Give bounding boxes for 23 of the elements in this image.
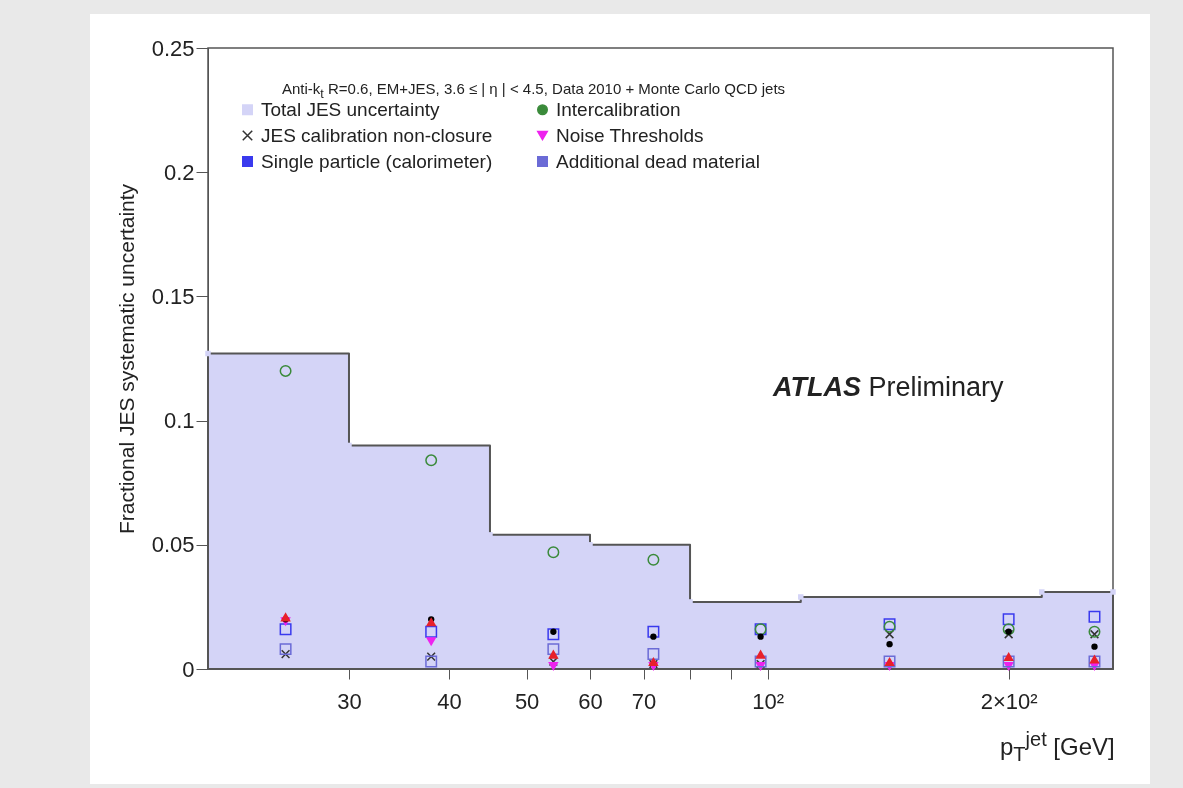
legend-label: Total JES uncertainty bbox=[261, 98, 440, 120]
y-tick-label: 0.05 bbox=[151, 532, 195, 558]
x-tick-label: 30 bbox=[337, 688, 362, 714]
x-tick-label: 50 bbox=[514, 688, 540, 714]
legend-label: Single particle (calorimeter) bbox=[261, 150, 493, 172]
y-tick-label: 0.25 bbox=[151, 35, 195, 61]
x-axis-title: p$_{T}$$^{jet}$ [GeV] bbox=[1000, 728, 1115, 766]
x-tick-label: 2×10² bbox=[980, 688, 1038, 714]
y-tick-label: 0.1 bbox=[163, 408, 195, 434]
annotation: ATLAS Preliminary bbox=[773, 372, 1004, 403]
legend-label: JES calibration non-closure bbox=[261, 124, 493, 146]
x-tick-label: 40 bbox=[437, 688, 462, 714]
y-tick-label: 0.15 bbox=[151, 283, 195, 309]
x-tick-label: 60 bbox=[578, 688, 603, 714]
x-tick-label: 70 bbox=[631, 688, 657, 714]
y-tick-label: 0.2 bbox=[163, 159, 195, 185]
text: Anti-k$_{t}$ R=0.6, EM+JES, 3.6 ≤ | η | < 4.5, Data 2010 + Monte Carlo QCD jets bbox=[282, 80, 786, 101]
legend-label: Intercalibration bbox=[556, 98, 681, 120]
legend-label: Noise Thresholds bbox=[556, 124, 704, 146]
y-axis-title: Fractional JES systematic uncertainty bbox=[114, 183, 138, 535]
y-tick-label: 0 bbox=[182, 656, 195, 682]
legend-label: Additional dead material bbox=[556, 150, 760, 172]
x-tick-label: 10² bbox=[752, 688, 785, 714]
